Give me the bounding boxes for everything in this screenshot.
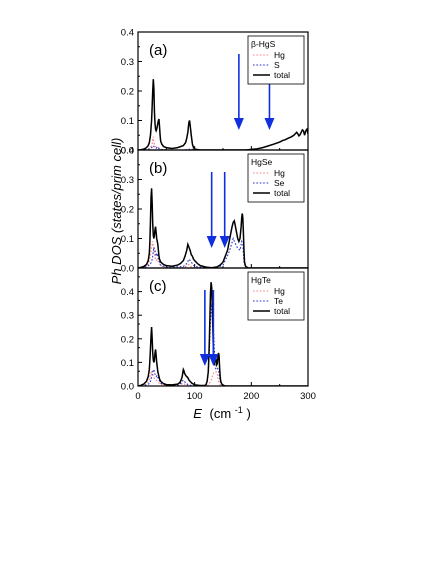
panel-b-arrow-1-head <box>206 236 217 248</box>
panel-c-series-te-line <box>138 303 308 386</box>
panel-a-legend-hg-label: Hg <box>274 50 285 60</box>
panel-c-legend-te-label: Te <box>274 296 283 306</box>
panel-c-series-total-line <box>138 282 308 386</box>
panel-c-arrow-1-head <box>199 354 210 366</box>
panel-b-legend-se-label: Se <box>274 178 285 188</box>
x-axis-unit-exponent: -1 <box>235 405 243 415</box>
panel-b-ytick-label: 0.0 <box>121 264 134 275</box>
panel-c-series-hg-line <box>138 368 308 386</box>
x-axis-unit-close: ) <box>246 406 250 421</box>
panel-b-legend-box <box>247 153 305 203</box>
panel-a-ytick-label: 0.0 <box>121 146 134 157</box>
panel-c-ytick-label: 0.4 <box>121 287 134 298</box>
panel-a-legend-s-label: S <box>274 60 280 70</box>
panel-a-arrow-2-head <box>264 118 275 130</box>
panel-c-ytick-label: 0.0 <box>121 382 134 393</box>
panel-b-ytick-label: 0.1 <box>121 234 134 245</box>
panel-c-arrow-2-head <box>208 354 219 366</box>
x-axis-symbol: E <box>193 406 202 421</box>
panel-a-series-total-line <box>138 79 308 150</box>
panel-a-series-s-line <box>138 144 308 150</box>
panel-b-series-total-line <box>138 188 308 268</box>
panel-b-series-se-line <box>138 236 308 268</box>
panel-c-legend-hg-label: Hg <box>274 286 285 296</box>
x-tick-label: 100 <box>187 391 203 402</box>
panel-b-ytick-label: 0.4 <box>121 146 134 157</box>
panel-b-legend-title: HgSe <box>251 157 273 167</box>
panel-b-arrow-2-head <box>219 236 230 248</box>
x-tick-label: 300 <box>300 391 316 402</box>
panel-a-label: (a) <box>149 42 167 59</box>
x-axis-unit: (cm <box>210 406 232 421</box>
panel-c-legend-title: HgTe <box>251 275 271 285</box>
panel-a-ytick-label: 0.2 <box>121 87 134 98</box>
y-axis-label: Ph DOS (states/prim cell) <box>109 138 124 285</box>
x-axis-label: E (cm -1 ) <box>193 401 251 421</box>
panel-a-legend-total-label: total <box>274 70 290 80</box>
panel-a-arrow-1-head <box>233 118 244 130</box>
panel-c-legend-box <box>247 271 305 321</box>
panel-c-legend-total-label: total <box>274 306 290 316</box>
panel-a-series-hg-line <box>138 136 308 150</box>
x-tick-label: 200 <box>243 391 259 402</box>
panel-b-ytick-label: 0.3 <box>121 175 134 186</box>
panel-c-ytick-label: 0.2 <box>121 334 134 345</box>
panel-b-legend-hg-label: Hg <box>274 168 285 178</box>
panel-c-label: (c) <box>149 278 167 295</box>
x-tick-label: 0 <box>135 391 140 402</box>
panel-b-label: (b) <box>149 160 167 177</box>
panel-b-series-hg-line <box>138 241 308 268</box>
panel-c-ytick-label: 0.1 <box>121 358 134 369</box>
panel-b-legend-total-label: total <box>274 188 290 198</box>
panel-a-ytick-label: 0.4 <box>121 28 134 39</box>
panels-group: 0.00.10.20.30.4(a) β-HgSHgStotal0.00.10.2… <box>121 28 316 403</box>
panel-c-ytick-label: 0.3 <box>121 311 134 322</box>
panel-b-ytick-label: 0.2 <box>121 205 134 216</box>
panel-a-ytick-label: 0.1 <box>121 116 134 127</box>
panel-a-legend-box <box>247 35 305 85</box>
panel-c-frame <box>137 267 309 387</box>
panel-a-legend-title: β-HgS <box>251 39 276 49</box>
panel-a-ytick-label: 0.3 <box>121 57 134 68</box>
